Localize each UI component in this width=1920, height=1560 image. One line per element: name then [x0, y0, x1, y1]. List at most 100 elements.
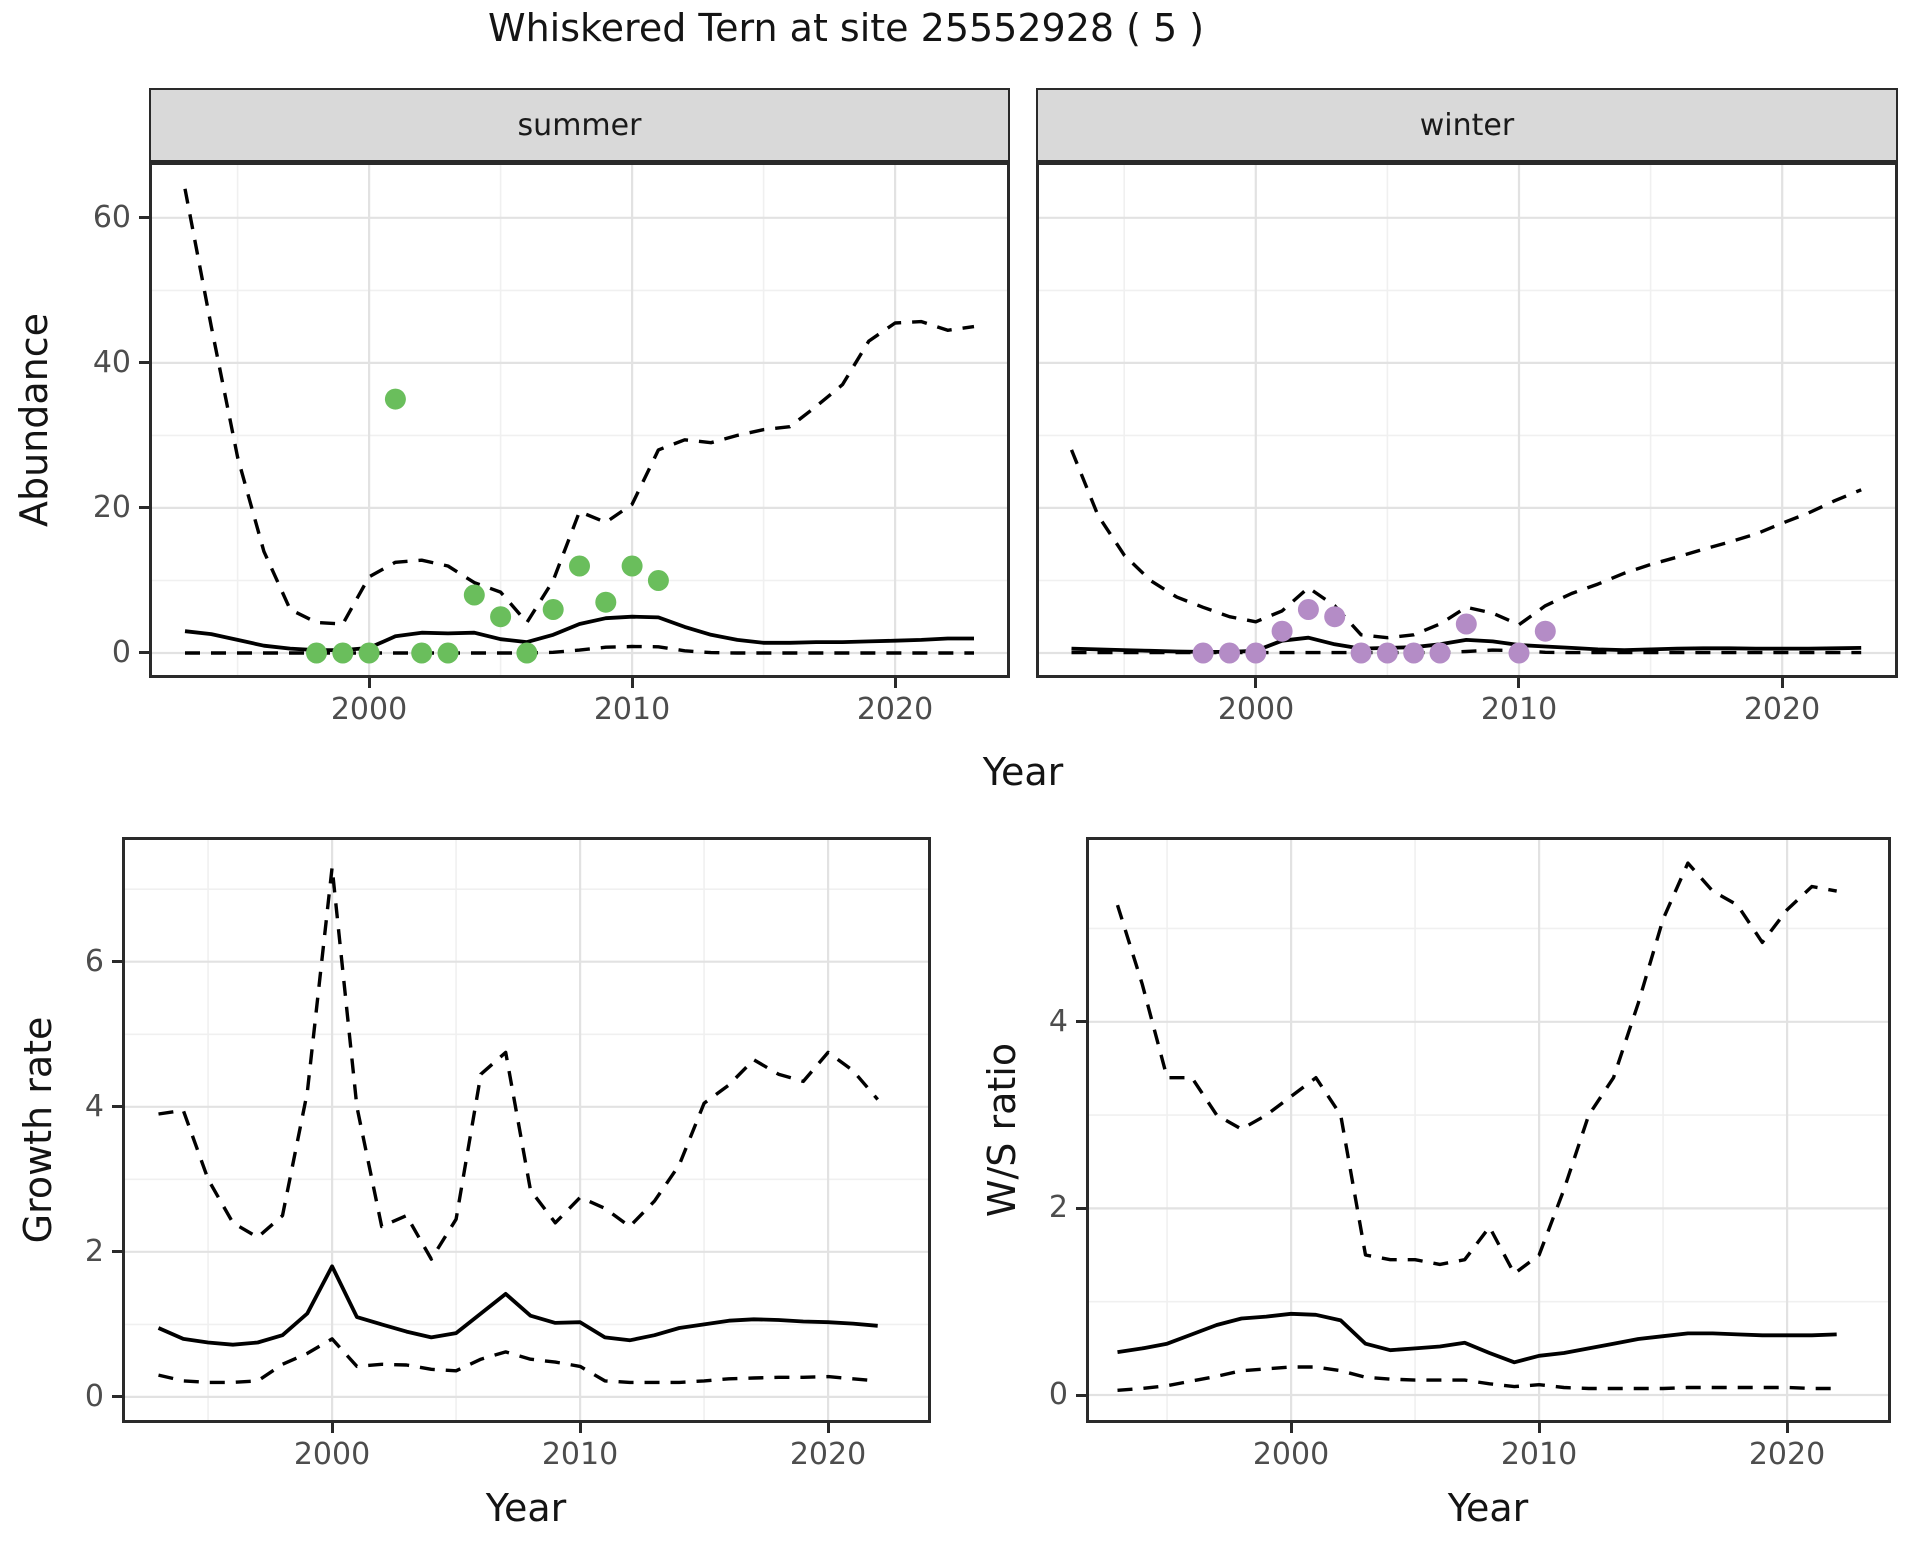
summer-observation-point — [647, 570, 669, 591]
x-tick-label: 2000 — [1252, 1437, 1330, 1472]
y-tick-mark — [112, 960, 122, 963]
x-tick-label: 2000 — [293, 1437, 371, 1472]
y-tick-mark — [112, 1250, 122, 1253]
abundance-summer-median-line — [184, 614, 974, 652]
panel-border — [1036, 162, 1898, 678]
abundance-winter-upper-ci-line — [1069, 449, 1862, 640]
top-year-axis-label: Year — [982, 750, 1064, 794]
y-tick-mark — [1076, 1394, 1086, 1397]
x-tick-label: 2000 — [330, 692, 408, 727]
x-tick-mark — [1538, 1423, 1541, 1433]
summer-observation-point — [542, 599, 564, 620]
x-tick-mark — [331, 1423, 334, 1433]
summer-observation-point — [595, 591, 617, 613]
x-tick-mark — [1786, 1423, 1789, 1433]
y-tick-label: 2 — [1048, 1190, 1068, 1225]
summer-observation-point — [516, 642, 538, 664]
x-tick-mark — [1517, 678, 1520, 688]
facet-strip-winter: winter — [1036, 88, 1898, 162]
summer-abundance-panel — [149, 162, 1010, 678]
abundance-winter-median-line — [1071, 635, 1862, 654]
summer-observation-point — [332, 642, 354, 664]
panel-border — [122, 837, 931, 1423]
y-tick-label: 0 — [1048, 1377, 1068, 1412]
ws-ratio-median-line — [1117, 1311, 1837, 1365]
summer-observation-point — [490, 606, 512, 628]
y-tick-label: 4 — [84, 1089, 104, 1124]
x-tick-label: 2020 — [856, 692, 934, 727]
panel-border — [149, 162, 1010, 678]
x-tick-mark — [1781, 678, 1784, 688]
x-tick-label: 2010 — [541, 1437, 619, 1472]
x-tick-mark — [368, 678, 371, 688]
y-tick-mark — [1076, 1207, 1086, 1210]
x-tick-label: 2020 — [1748, 1437, 1826, 1472]
x-tick-mark — [1290, 1423, 1293, 1433]
y-tick-mark — [1076, 1020, 1086, 1023]
growth-year-axis-label: Year — [485, 1486, 567, 1530]
winter-observation-point — [1376, 642, 1398, 664]
winter-observation-point — [1455, 613, 1477, 635]
growth-rate-lower-ci-line — [158, 1337, 878, 1385]
x-tick-mark — [1254, 678, 1257, 688]
growth-rate-panel — [122, 837, 931, 1423]
x-tick-label: 2000 — [1217, 692, 1295, 727]
winter-observation-point — [1219, 642, 1240, 664]
y-tick-mark — [112, 1105, 122, 1108]
summer-observation-point — [437, 642, 459, 664]
x-tick-label: 2010 — [593, 692, 671, 727]
winter-observation-point — [1271, 620, 1293, 642]
x-tick-mark — [579, 1423, 582, 1433]
x-tick-mark — [894, 678, 897, 688]
y-tick-mark — [139, 361, 149, 364]
x-tick-label: 2010 — [1480, 692, 1558, 727]
winter-observation-point — [1508, 642, 1530, 664]
summer-observation-point — [411, 642, 433, 664]
y-tick-label: 20 — [92, 490, 131, 525]
facet-label-winter: winter — [1419, 107, 1515, 143]
winter-abundance-panel — [1036, 162, 1898, 678]
y-tick-label: 60 — [92, 200, 131, 235]
summer-observation-point — [358, 642, 380, 664]
growth-rate-median-line — [157, 1264, 878, 1347]
x-tick-label: 2020 — [789, 1437, 867, 1472]
facet-label-summer: summer — [517, 107, 642, 143]
ws-ratio-lower-ci-line — [1117, 1365, 1837, 1392]
panel-border — [1086, 837, 1891, 1423]
ws-ratio-upper-ci-line — [1115, 861, 1838, 1276]
y-tick-label: 2 — [84, 1234, 104, 1269]
y-tick-mark — [139, 651, 149, 654]
ws-ratio-axis-label: W/S ratio — [980, 1042, 1024, 1218]
summer-observation-point — [621, 555, 643, 577]
facet-strip-summer: summer — [149, 88, 1010, 162]
growth-rate-upper-ci-line — [158, 865, 879, 1261]
summer-observation-point — [306, 642, 327, 664]
ws-year-axis-label: Year — [1447, 1486, 1529, 1530]
summer-observation-point — [569, 555, 590, 577]
y-tick-mark — [139, 216, 149, 219]
winter-observation-point — [1350, 642, 1372, 664]
growth-rate-axis-label: Growth rate — [16, 1016, 60, 1244]
winter-observation-point — [1403, 642, 1425, 664]
winter-observation-point — [1324, 606, 1346, 628]
winter-observation-point — [1429, 642, 1451, 664]
abundance-summer-upper-ci-line — [183, 188, 975, 626]
plot-title: Whiskered Tern at site 25552928 ( 5 ) — [488, 6, 1205, 50]
winter-observation-point — [1192, 642, 1214, 664]
winter-observation-point — [1297, 599, 1319, 620]
ws-ratio-panel — [1086, 837, 1891, 1423]
x-tick-mark — [827, 1423, 830, 1433]
y-tick-label: 40 — [92, 345, 131, 380]
x-tick-label: 2010 — [1500, 1437, 1578, 1472]
y-tick-label: 4 — [1048, 1004, 1068, 1039]
summer-observation-point — [463, 584, 485, 606]
x-tick-label: 2020 — [1743, 692, 1821, 727]
y-tick-label: 0 — [84, 1379, 104, 1414]
winter-observation-point — [1534, 620, 1556, 642]
y-tick-label: 6 — [84, 944, 104, 979]
x-tick-mark — [631, 678, 634, 688]
winter-observation-point — [1245, 642, 1267, 664]
summer-observation-point — [384, 388, 406, 410]
y-tick-mark — [112, 1395, 122, 1398]
